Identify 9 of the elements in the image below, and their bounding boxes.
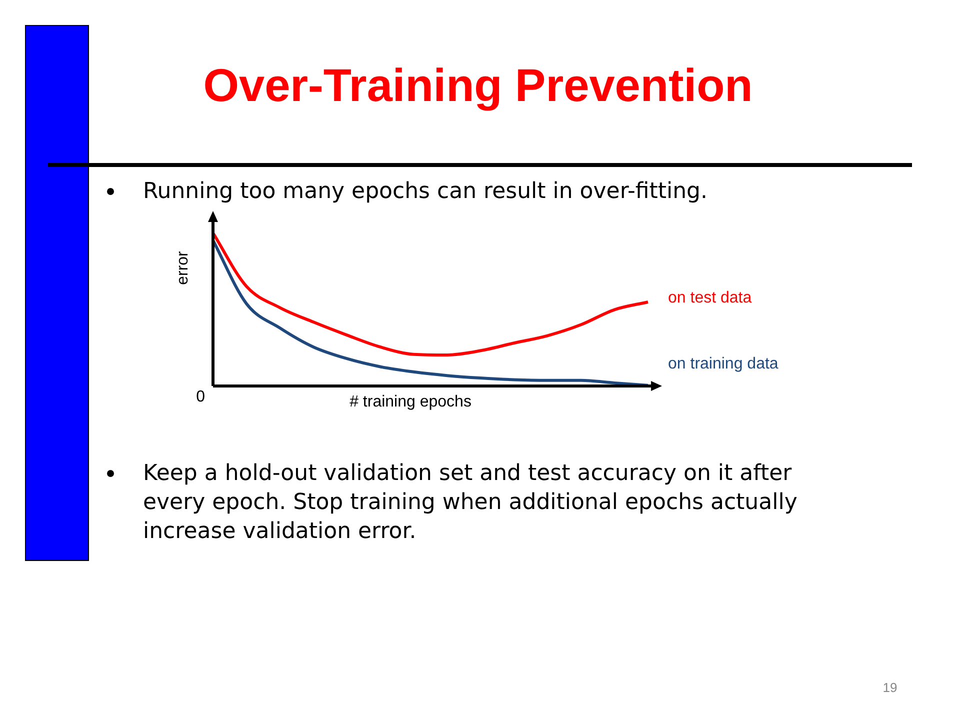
series-label: on test data [668,289,752,306]
text: 0 [196,388,206,406]
y-axis-title: error [174,250,192,285]
series-label: on training data [668,355,778,372]
text: Keep a hold-out validation set and test accuracy on it after every epoch. Stop training when additional epochs actually increase validation error. [143,460,798,546]
text: Running too many epochs can result in over-fitting. [143,178,709,206]
text: 19 [882,680,898,695]
chart-title: Over-Training Prevention [202,58,754,112]
x-axis-title: # training epochs [350,393,472,410]
